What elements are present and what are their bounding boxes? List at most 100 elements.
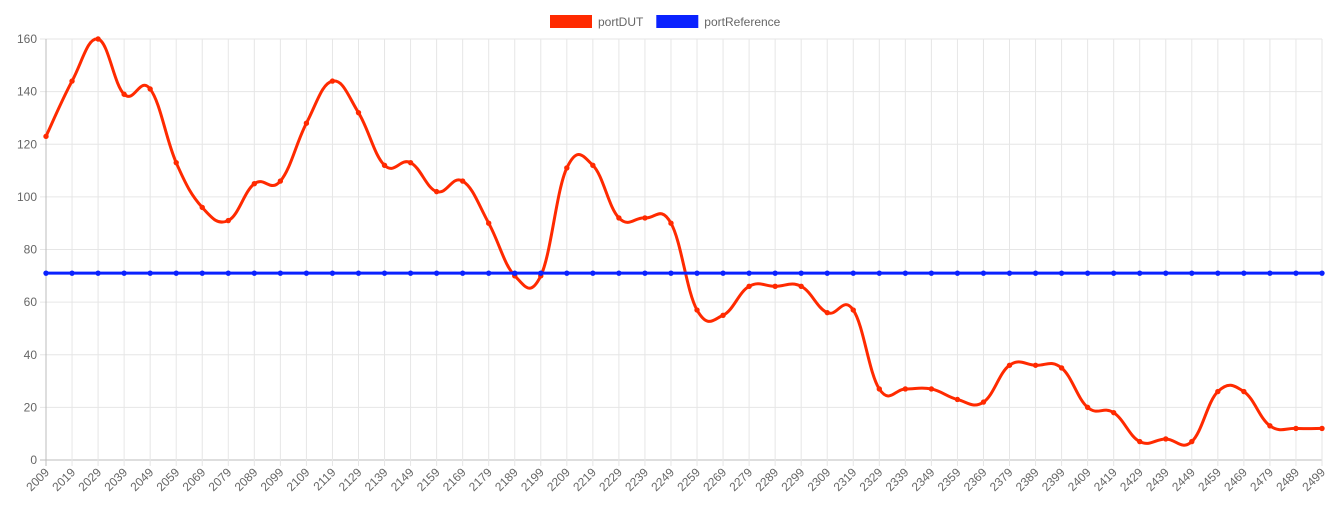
data-point-portDUT[interactable] <box>642 215 648 221</box>
data-point-portReference[interactable] <box>590 270 596 276</box>
data-point-portDUT[interactable] <box>1189 438 1195 445</box>
data-point-portReference[interactable] <box>121 270 127 276</box>
data-point-portDUT[interactable] <box>173 159 179 166</box>
data-point-portDUT[interactable] <box>1058 365 1065 371</box>
data-point-portReference[interactable] <box>225 270 231 276</box>
data-point-portReference[interactable] <box>876 270 883 276</box>
legend-label-portReference[interactable]: portReference <box>704 15 780 29</box>
data-point-portReference[interactable] <box>1241 270 1247 276</box>
data-point-portDUT[interactable] <box>329 78 336 84</box>
data-point-portDUT[interactable] <box>69 78 75 84</box>
data-point-portReference[interactable] <box>1189 270 1195 276</box>
data-point-portReference[interactable] <box>902 270 909 276</box>
data-point-portDUT[interactable] <box>147 86 153 92</box>
data-point-portReference[interactable] <box>1137 270 1143 276</box>
data-point-portReference[interactable] <box>459 270 466 276</box>
data-point-portDUT[interactable] <box>746 283 752 290</box>
data-point-portDUT[interactable] <box>95 36 101 42</box>
data-point-portDUT[interactable] <box>720 312 726 318</box>
data-point-portDUT[interactable] <box>43 133 49 140</box>
data-point-portDUT[interactable] <box>564 165 570 171</box>
data-point-portDUT[interactable] <box>1084 404 1091 411</box>
data-point-portDUT[interactable] <box>121 91 127 97</box>
data-point-portDUT[interactable] <box>355 109 362 116</box>
data-point-portDUT[interactable] <box>407 159 414 166</box>
data-point-portDUT[interactable] <box>1319 425 1325 432</box>
data-point-portReference[interactable] <box>1084 270 1091 276</box>
data-point-portDUT[interactable] <box>902 386 909 392</box>
data-point-portDUT[interactable] <box>251 181 258 187</box>
data-point-portReference[interactable] <box>668 270 674 276</box>
data-point-portReference[interactable] <box>1267 270 1273 276</box>
data-point-portDUT[interactable] <box>381 162 388 169</box>
data-point-portDUT[interactable] <box>798 283 804 290</box>
data-point-portDUT[interactable] <box>850 307 856 313</box>
data-point-portReference[interactable] <box>720 270 726 276</box>
data-point-portDUT[interactable] <box>694 307 700 313</box>
data-point-portReference[interactable] <box>147 270 153 276</box>
data-point-portReference[interactable] <box>980 270 987 276</box>
data-point-portReference[interactable] <box>277 270 284 276</box>
data-point-portReference[interactable] <box>199 270 205 276</box>
data-point-portDUT[interactable] <box>772 283 778 290</box>
data-point-portReference[interactable] <box>1163 270 1169 276</box>
data-point-portDUT[interactable] <box>876 386 883 392</box>
data-point-portReference[interactable] <box>251 270 258 276</box>
data-point-portReference[interactable] <box>433 270 440 276</box>
data-point-portReference[interactable] <box>95 270 101 276</box>
data-point-portDUT[interactable] <box>225 217 231 224</box>
data-point-portDUT[interactable] <box>668 220 674 226</box>
data-point-portReference[interactable] <box>1032 270 1039 276</box>
data-point-portReference[interactable] <box>798 270 804 276</box>
data-point-portDUT[interactable] <box>1241 388 1247 395</box>
data-point-portReference[interactable] <box>1006 270 1013 276</box>
data-point-portDUT[interactable] <box>199 204 205 211</box>
data-point-portDUT[interactable] <box>1110 409 1117 416</box>
data-point-portDUT[interactable] <box>1293 425 1299 432</box>
data-point-portReference[interactable] <box>173 270 179 276</box>
data-point-portDUT[interactable] <box>303 120 310 126</box>
data-point-portReference[interactable] <box>1319 270 1325 276</box>
data-point-portDUT[interactable] <box>954 396 961 403</box>
data-point-portReference[interactable] <box>954 270 961 276</box>
legend-swatch-portDUT[interactable] <box>550 15 592 28</box>
data-point-portDUT[interactable] <box>277 178 284 184</box>
data-point-portReference[interactable] <box>694 270 700 276</box>
data-point-portDUT[interactable] <box>824 309 830 316</box>
legend-label-portDUT[interactable]: portDUT <box>598 15 644 29</box>
data-point-portReference[interactable] <box>485 270 492 276</box>
data-point-portReference[interactable] <box>1215 270 1221 276</box>
data-point-portDUT[interactable] <box>433 188 440 195</box>
data-point-portReference[interactable] <box>1293 270 1299 276</box>
data-point-portDUT[interactable] <box>1032 362 1039 368</box>
data-point-portDUT[interactable] <box>980 399 987 405</box>
data-point-portDUT[interactable] <box>616 215 622 221</box>
data-point-portReference[interactable] <box>564 270 570 276</box>
data-point-portDUT[interactable] <box>459 178 466 184</box>
data-point-portReference[interactable] <box>43 270 49 276</box>
data-point-portReference[interactable] <box>642 270 648 276</box>
data-point-portDUT[interactable] <box>1267 423 1273 429</box>
legend-swatch-portReference[interactable] <box>656 15 699 28</box>
data-point-portReference[interactable] <box>616 270 622 276</box>
data-point-portReference[interactable] <box>303 270 310 276</box>
data-point-portReference[interactable] <box>381 270 388 276</box>
data-point-portReference[interactable] <box>1110 270 1117 276</box>
data-point-portDUT[interactable] <box>1006 362 1013 368</box>
data-point-portReference[interactable] <box>407 270 414 276</box>
data-point-portDUT[interactable] <box>1137 438 1143 445</box>
data-point-portReference[interactable] <box>850 270 856 276</box>
data-point-portDUT[interactable] <box>590 162 596 169</box>
data-point-portReference[interactable] <box>746 270 752 276</box>
data-point-portDUT[interactable] <box>1163 436 1169 442</box>
data-point-portReference[interactable] <box>69 270 75 276</box>
data-point-portReference[interactable] <box>1058 270 1065 276</box>
data-point-portReference[interactable] <box>329 270 336 276</box>
data-point-portReference[interactable] <box>355 270 362 276</box>
data-point-portDUT[interactable] <box>485 220 492 226</box>
data-point-portReference[interactable] <box>538 270 544 276</box>
data-point-portReference[interactable] <box>928 270 935 276</box>
data-point-portReference[interactable] <box>772 270 778 276</box>
data-point-portReference[interactable] <box>824 270 830 276</box>
data-point-portDUT[interactable] <box>928 386 935 392</box>
